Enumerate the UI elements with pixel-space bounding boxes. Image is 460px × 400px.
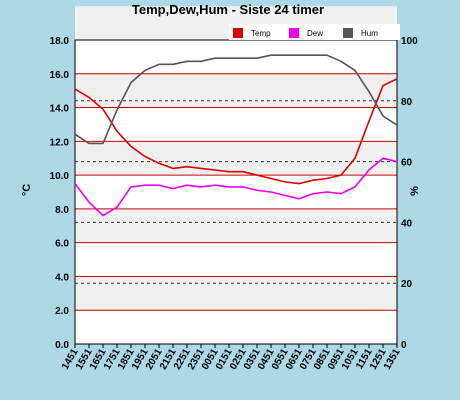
y-tick-left-label: 18.0 (50, 36, 70, 47)
y-tick-left-label: 4.0 (55, 272, 69, 283)
y-tick-right-label: 40 (401, 218, 413, 229)
grid-band (75, 208, 397, 243)
grid-band (75, 276, 397, 311)
y-tick-left-label: 14.0 (50, 104, 70, 115)
y-tick-left-label: 12.0 (50, 137, 70, 148)
legend-label: Temp (251, 29, 271, 38)
legend-box (229, 24, 400, 40)
y-tick-right-label: 80 (401, 97, 413, 108)
y-tick-left-label: 0.0 (55, 340, 69, 351)
legend-label: Dew (307, 29, 323, 38)
y-tick-left-label: 16.0 (50, 70, 70, 81)
legend-swatch (289, 28, 299, 38)
x-tick-label: 1351 (382, 347, 403, 372)
series-line-hum (74, 54, 398, 145)
legend: Temp Dew Hum (229, 24, 400, 40)
y-tick-right-label: 100 (401, 36, 418, 47)
legend-label: Hum (361, 29, 378, 38)
legend-swatch (233, 28, 243, 38)
y-tick-left-label: 10.0 (50, 171, 70, 182)
grid-band (75, 141, 397, 176)
y-tick-left-label: 2.0 (55, 306, 69, 317)
y-tick-right-label: 0 (401, 340, 407, 351)
series-line-dew (74, 157, 398, 217)
legend-swatch (343, 28, 353, 38)
y-tick-right-label: 20 (401, 279, 413, 290)
y-tick-left-label: 8.0 (55, 205, 69, 216)
grid-band (75, 73, 397, 108)
chart-title: Temp,Dew,Hum - Siste 24 timer (132, 2, 324, 17)
series-line-temp (74, 78, 398, 185)
y-tick-right-label: 60 (401, 158, 413, 169)
y-axis-left-label: °C (21, 184, 33, 196)
y-axis-right-label: % (409, 186, 421, 196)
y-tick-left-label: 6.0 (55, 239, 69, 250)
